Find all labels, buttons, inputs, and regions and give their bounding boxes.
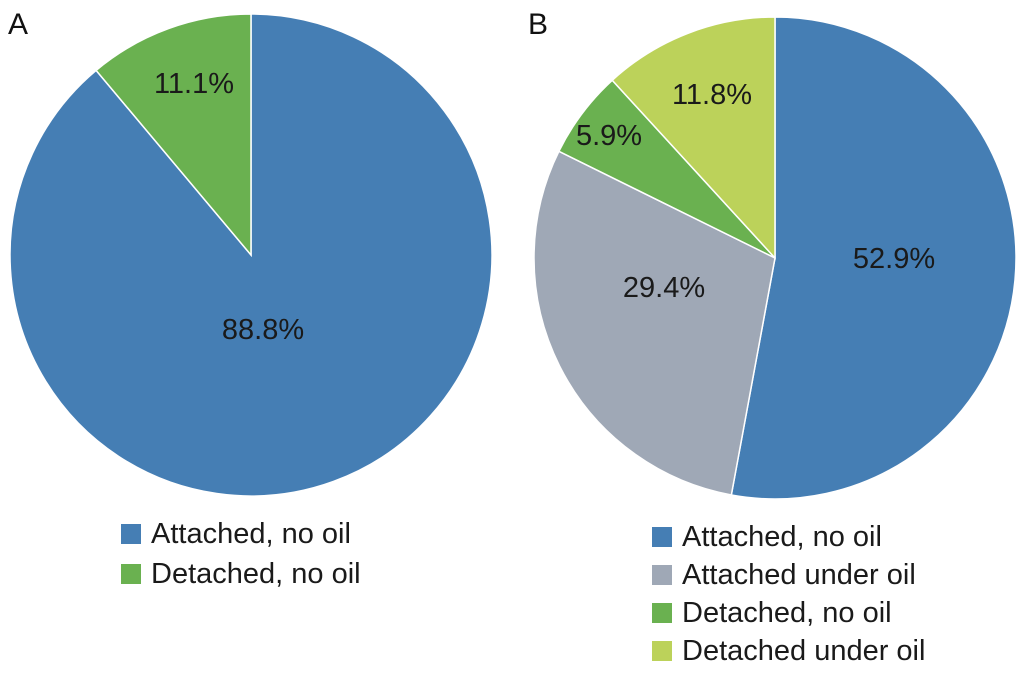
pie-chart-b: B 52.9% 29.4% 5.9% 11.8% Attached, no oil Atta…: [528, 8, 1017, 667]
slice-label-b-1: 52.9%: [853, 243, 935, 275]
slice-label-a-2: 11.1%: [154, 68, 234, 100]
pie-chart-a: A 88.8% 11.1% Attached, no oil Detached, no …: [8, 8, 493, 590]
pie-slice-b-2: [533, 150, 776, 496]
legend-label-b-2: Attached under oil: [682, 559, 916, 591]
pie-slice-b-4: [611, 16, 776, 260]
panel-label-a: A: [8, 8, 28, 41]
legend-swatch-b-1: [652, 527, 672, 547]
slice-label-a-1: 88.8%: [222, 314, 304, 346]
legend-label-b-4: Detached under oil: [682, 635, 925, 667]
slice-label-b-3: 5.9%: [576, 120, 642, 152]
legend-swatch-b-3: [652, 603, 672, 623]
slice-label-b-2: 29.4%: [623, 272, 705, 304]
pie-slice-b-1: [730, 16, 1017, 500]
legend-swatch-a-2: [121, 564, 141, 584]
legend-swatch-b-4: [652, 641, 672, 661]
legend-swatch-b-2: [652, 565, 672, 585]
pie-slice-a-2: [95, 13, 252, 258]
panel-label-b: B: [528, 8, 548, 41]
legend-label-b-1: Attached, no oil: [682, 521, 882, 553]
legend-swatch-a-1: [121, 524, 141, 544]
legend-label-a-2: Detached, no oil: [151, 558, 361, 590]
slice-label-b-4: 11.8%: [672, 79, 752, 111]
legend-label-a-1: Attached, no oil: [151, 518, 351, 550]
legend-label-b-3: Detached, no oil: [682, 597, 892, 629]
